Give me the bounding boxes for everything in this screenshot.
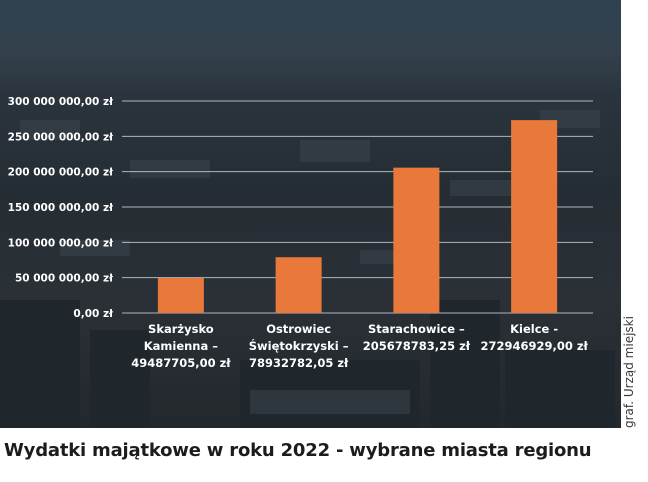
bar [393,167,440,313]
y-tick-label: 0,00 zł [73,308,114,320]
x-tick-label: Starachowice – [368,322,465,336]
y-tick-label: 50 000 000,00 zł [15,273,114,285]
y-tick-label: 300 000 000,00 zł [8,96,114,108]
bar-chart: 0,00 zł 50 000 000,00 zł 100 000 000,00 zł… [8,96,593,370]
chart-caption: Wydatki majątkowe w roku 2022 - wybrane … [4,440,592,461]
x-tick-label: 272946929,00 zł [480,339,588,353]
x-tick-label: Skarżysko [148,322,214,336]
bar [275,257,322,313]
x-tick-label: 205678783,25 zł [363,339,471,353]
x-tick-label: 78932782,05 zł [249,356,349,370]
x-tick-label: Kielce - [510,322,558,336]
bar [157,278,204,313]
x-tick-label: Kamienna – [144,339,219,353]
x-tick-label: Ostrowiec [266,322,331,336]
bar [511,120,558,314]
photo-credit: graf. Urząd miejski [622,316,636,428]
x-tick-label: 49487705,00 zł [131,356,231,370]
x-tick-label: Świętokrzyski – [249,338,349,353]
y-tick-label: 200 000 000,00 zł [8,167,114,179]
y-tick-label: 100 000 000,00 zł [8,237,114,249]
y-tick-label: 250 000 000,00 zł [8,131,114,143]
y-tick-label: 150 000 000,00 zł [8,202,114,214]
